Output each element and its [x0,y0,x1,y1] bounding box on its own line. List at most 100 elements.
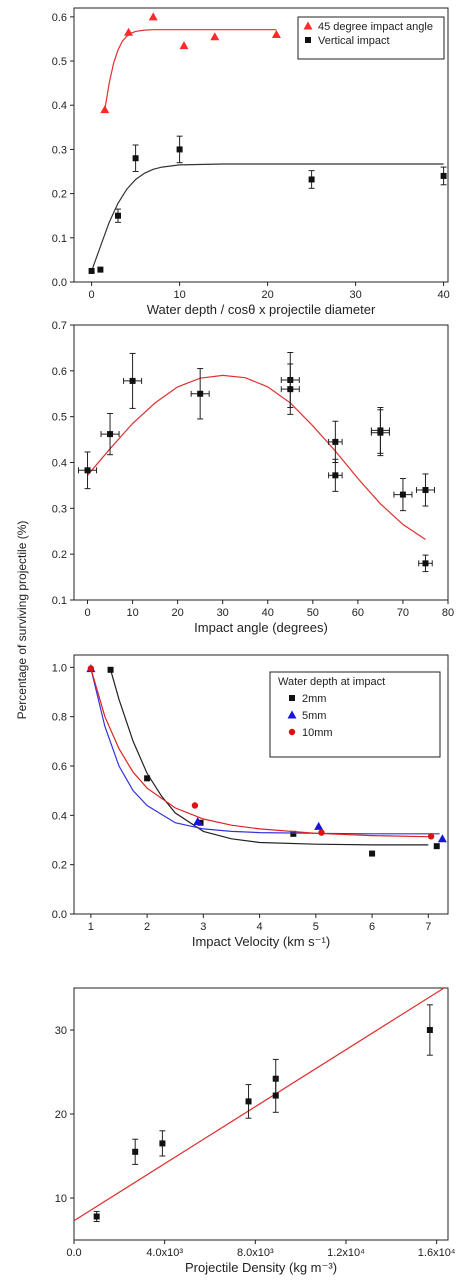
fit-curve [110,669,429,846]
data-point [422,560,429,567]
legend-box [297,16,445,60]
x-tick-label: 0 [89,289,95,301]
x-tick-label: 40 [437,289,449,301]
x-axis-label: Projectile Density (kg m⁻³) [185,1260,337,1275]
data-point [427,833,435,840]
x-tick-label: 1.2x10⁴ [327,1247,365,1259]
data-point [399,491,406,498]
legend-marker [289,695,295,701]
data-point [144,775,151,782]
data-point [422,487,429,493]
y-tick-label: 10 [55,1193,67,1205]
fit-curve [74,988,446,1222]
plot-frame [73,654,449,915]
data-point [107,431,114,438]
x-tick-label: 0 [84,607,90,619]
data-point [197,390,204,397]
y-tick-label: 0.6 [52,12,67,24]
x-tick-label: 50 [307,607,319,619]
x-tick-label: 8.0x10³ [237,1247,274,1259]
data-point [308,176,315,183]
data-point [87,665,95,672]
panel-projectile-density: 0.0 4.0x10³ 8.0x10³ 1.2x10⁴ 1.6x10⁴ 10 20 30 Pro… [55,987,456,1275]
x-tick-label: 4 [257,921,263,933]
legend-box [269,671,441,758]
x-tick-label: 0.0 [66,1247,81,1259]
y-tick-label: 0.5 [52,56,67,68]
data-point [437,834,447,843]
panel-water-depth: 0 10 20 30 40 0.0 0.1 0.2 0.3 0.4 0.5 0.6 Water dept… [52,7,450,317]
panel-impact-velocity: 1 2 3 4 5 6 7 0.0 0.2 0.4 0.6 0.8 1.0 Impact Velocity… [52,654,449,949]
legend-label: 5mm [302,710,326,722]
x-tick-label: 5 [313,921,319,933]
x-tick-label: 7 [425,921,431,933]
x-tick-label: 3 [200,921,206,933]
y-tick-label: 0.4 [52,458,67,470]
data-point [332,472,339,479]
data-point [369,850,376,857]
x-axis-label: Water depth / cosθ x projectile diameter [147,302,376,317]
x-tick-label: 70 [397,607,409,619]
data-point [88,267,95,274]
x-tick-label: 6 [369,921,375,933]
data-point [148,12,158,21]
x-tick-label: 20 [261,289,273,301]
x-tick-label: 1.6x10⁴ [418,1247,456,1259]
y-tick-label: 0.0 [52,909,67,921]
data-point [159,1140,166,1147]
y-tick-label: 0.3 [52,503,67,515]
x-tick-label: 10 [126,607,138,619]
data-point [440,172,447,179]
y-tick-label: 0.4 [52,810,67,822]
x-tick-label: 30 [217,607,229,619]
data-point [210,32,220,41]
data-point [132,1148,139,1155]
y-tick-label: 0.4 [52,100,67,112]
y-tick-label: 0.5 [52,412,67,424]
x-tick-label: 80 [442,607,454,619]
data-point [193,817,203,825]
plot-frame [73,324,449,601]
x-tick-label: 60 [352,607,364,619]
legend-label: Vertical impact [318,35,390,47]
y-tick-label: 20 [55,1109,67,1121]
y-tick-label: 0.0 [52,277,67,289]
plot-frame [73,987,449,1241]
data-point [176,146,183,153]
x-tick-label: 2 [144,921,150,933]
data-point [287,386,294,393]
data-point [124,27,134,36]
x-tick-label: 10 [173,289,185,301]
panel-impact-angle: 0 10 20 30 40 50 60 70 80 0.1 0.2 0.3 0.4 0.5 0.6 0.7 Im… [52,320,454,635]
data-point [271,30,281,39]
legend-label: 2mm [302,693,326,705]
data-point [332,438,339,445]
data-point [314,821,324,830]
legend-label: 45 degree impact angle [318,21,433,33]
y-tick-label: 0.1 [52,233,67,245]
fit-curve [104,29,277,110]
data-point [84,467,91,474]
data-point [318,829,325,836]
data-point [97,266,104,273]
legend-marker [287,710,297,719]
data-point [115,212,121,219]
y-tick-label: 30 [55,1025,67,1037]
x-tick-label: 1 [88,921,94,933]
data-point [290,830,297,837]
y-tick-label: 0.6 [52,366,67,378]
y-tick-label: 0.7 [52,320,67,332]
fit-curve [90,668,434,838]
fit-curve [91,163,444,272]
data-point [100,105,110,114]
fit-curve [87,374,426,540]
x-tick-label: 40 [262,607,274,619]
legend-marker [305,37,311,43]
legend-marker [303,21,313,30]
legend-title: Water depth at impact [278,676,385,688]
data-point [377,429,384,436]
data-point [179,41,189,50]
x-axis-label: Impact angle (degrees) [194,620,328,635]
y-tick-label: 0.2 [52,189,67,201]
